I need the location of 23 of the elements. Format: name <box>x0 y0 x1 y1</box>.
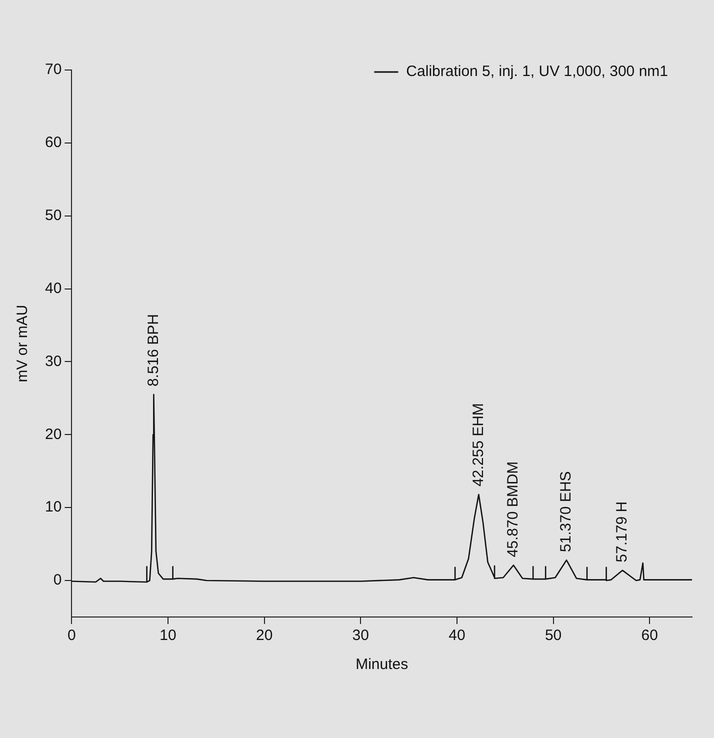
y-axis-title: mV or mAU <box>14 304 32 382</box>
y-tick-label: 60 <box>44 134 62 152</box>
x-tick-label: 50 <box>544 627 562 644</box>
annotation: 51.370 EHS <box>558 471 575 552</box>
annotation: 42.255 EHM <box>470 403 487 486</box>
y-tick-label: 30 <box>44 352 62 370</box>
annotation: 45.870 BMDM <box>504 461 522 558</box>
x-tick-label: 40 <box>448 627 466 644</box>
x-axis-title: Minutes <box>356 656 408 674</box>
y-tick-label: 50 <box>44 207 62 224</box>
y-tick-label: 10 <box>44 498 62 516</box>
y-tick-label: 40 <box>44 280 62 297</box>
annotation: 57.179 H <box>614 501 631 562</box>
y-tick-label: 20 <box>44 426 62 443</box>
y-tick-label: 0 <box>53 572 62 589</box>
y-tick-label: 70 <box>44 61 62 78</box>
x-tick-label: 0 <box>68 627 76 644</box>
legend-label: Calibration 5, inj. 1, UV 1,000, 300 nm1 <box>406 63 668 80</box>
x-tick-label: 30 <box>352 627 369 644</box>
annotation: 8.516 BPH <box>144 314 162 387</box>
x-tick-label: 20 <box>256 627 273 644</box>
x-tick-label: 60 <box>641 627 658 644</box>
x-tick-label: 10 <box>160 627 176 644</box>
